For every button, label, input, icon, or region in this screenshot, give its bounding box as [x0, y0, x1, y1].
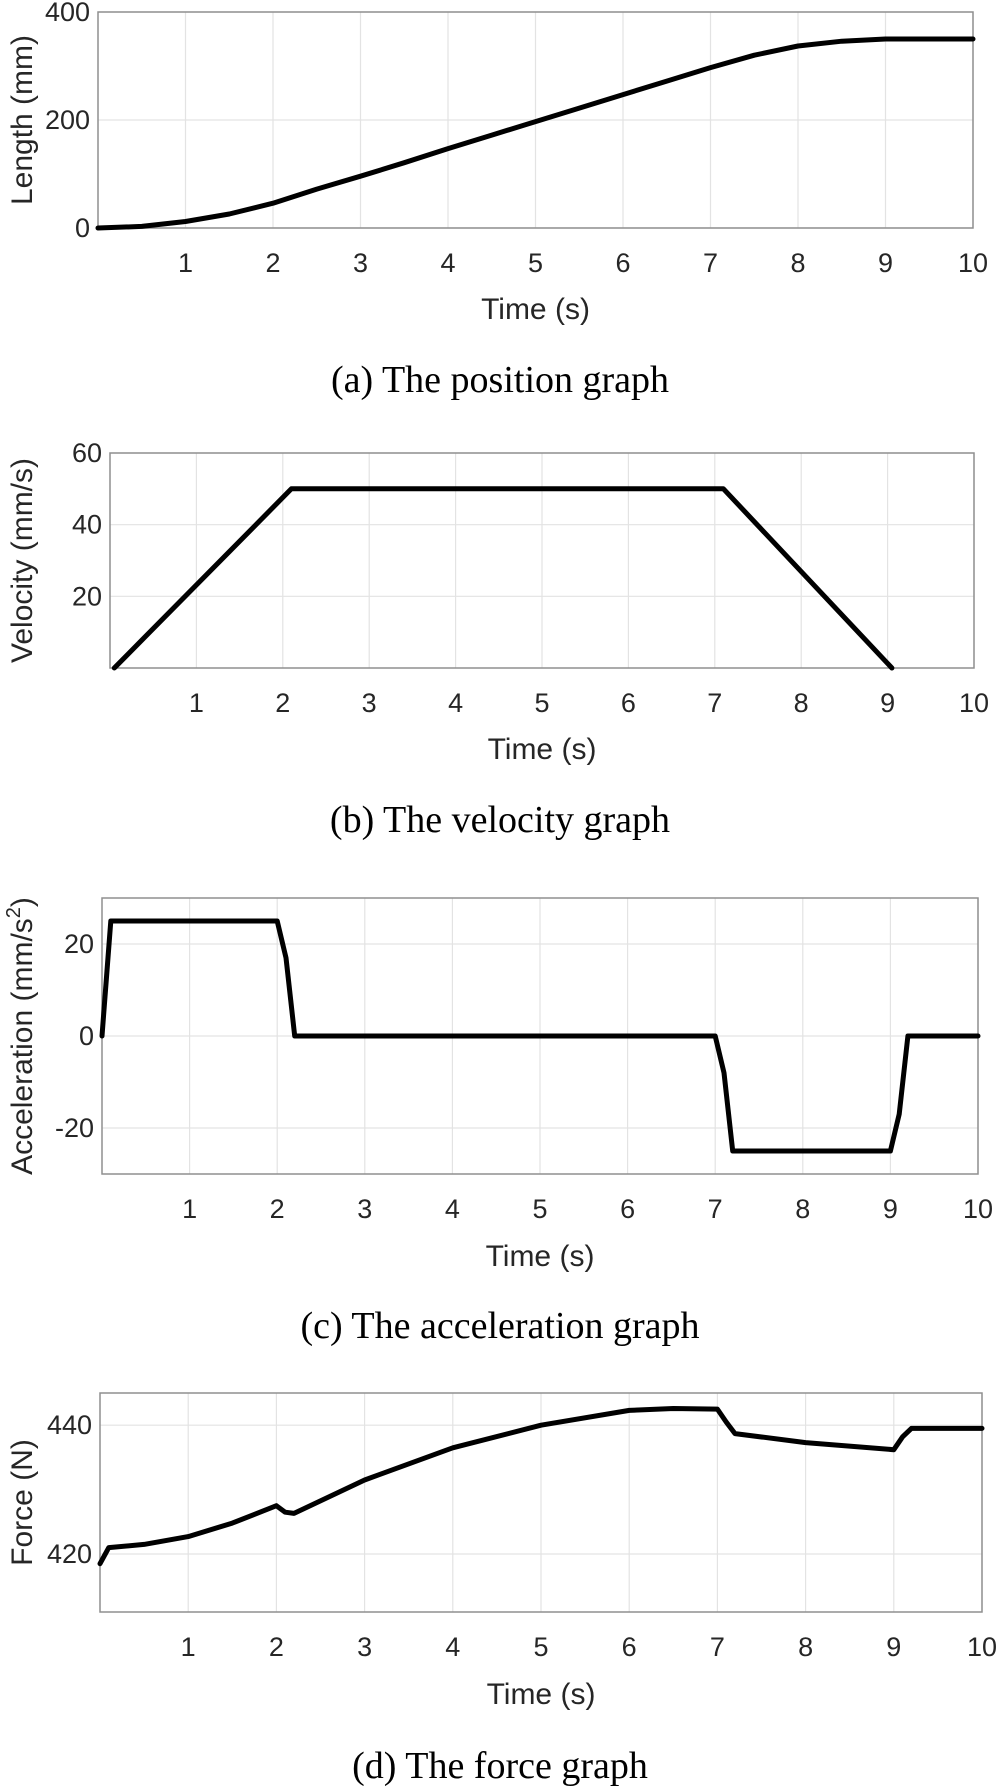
panel-0: 1 2 3 4 5 6 7 8 9 10 0 200 400 Time (s) Length (mm) (a)… — [6, 0, 988, 401]
x-tick-label: 3 — [353, 248, 368, 278]
panel-caption: (d) The force graph — [352, 1745, 648, 1787]
y-tick-label: 60 — [72, 438, 102, 468]
x-tick-label: 8 — [798, 1632, 813, 1662]
x-tick-label: 3 — [362, 688, 377, 718]
x-tick-label: 2 — [269, 1632, 284, 1662]
series-line — [97, 1406, 985, 1567]
plot-frame — [109, 452, 975, 669]
x-tick-label: 1 — [178, 248, 193, 278]
y-tick-label: 40 — [72, 510, 102, 540]
panel-2: 1 2 3 4 5 6 7 8 9 10 -20 0 20 Time (s) Acceleration (m… — [3, 897, 993, 1347]
x-tick-label: 5 — [528, 248, 543, 278]
panel-caption: (c) The acceleration graph — [300, 1305, 699, 1347]
x-tick-label: 5 — [534, 688, 549, 718]
x-tick-label: 5 — [532, 1194, 547, 1224]
x-tick-label: 4 — [445, 1632, 460, 1662]
x-tick-label: 6 — [615, 248, 630, 278]
x-tick-label: 7 — [707, 688, 722, 718]
y-tick-label: 400 — [45, 0, 90, 27]
x-tick-label: 1 — [189, 688, 204, 718]
x-tick-label: 4 — [448, 688, 463, 718]
panel-3: 1 2 3 4 5 6 7 8 9 10 420 440 Time (s) Force (N) (d) Th… — [6, 1392, 997, 1787]
y-tick-label: -20 — [55, 1113, 94, 1143]
x-tick-label: 9 — [886, 1632, 901, 1662]
x-tick-label: 9 — [880, 688, 895, 718]
x-tick-label: 8 — [795, 1194, 810, 1224]
y-tick-label: 0 — [79, 1021, 94, 1051]
x-axis-title: Time (s) — [486, 1240, 595, 1273]
x-tick-label: 4 — [445, 1194, 460, 1224]
y-tick-label: 20 — [64, 929, 94, 959]
y-axis-title-end: ) — [6, 897, 39, 907]
x-axis-title: Time (s) — [488, 733, 597, 766]
x-axis-title: Time (s) — [487, 1678, 596, 1711]
y-tick-label: 200 — [45, 105, 90, 135]
series-line — [95, 36, 976, 231]
x-tick-label: 9 — [878, 248, 893, 278]
x-tick-label: 10 — [963, 1194, 993, 1224]
y-tick-label: 20 — [72, 581, 102, 611]
x-tick-label: 8 — [794, 688, 809, 718]
panel-1: 1 2 3 4 5 6 7 8 9 10 20 40 60 Time (s) Velocity (mm/s)… — [6, 438, 989, 841]
plot-frame — [97, 11, 974, 229]
x-tick-label: 4 — [440, 248, 455, 278]
x-tick-label: 6 — [620, 1194, 635, 1224]
x-tick-label: 8 — [790, 248, 805, 278]
y-axis-title: Acceleration (mm/s2) — [3, 897, 39, 1175]
series-line — [111, 486, 895, 671]
y-axis-title: Length (mm) — [6, 35, 39, 205]
panel-caption: (a) The position graph — [331, 359, 669, 401]
y-tick-label: 0 — [75, 213, 90, 243]
x-tick-label: 5 — [533, 1632, 548, 1662]
plot-frame — [99, 1392, 983, 1613]
series-line — [99, 918, 981, 1154]
x-tick-label: 7 — [708, 1194, 723, 1224]
y-axis-title-main: Acceleration (mm/s — [6, 918, 39, 1175]
y-axis-title-superscript: 2 — [3, 907, 25, 918]
y-tick-label: 420 — [47, 1539, 92, 1569]
x-tick-label: 9 — [883, 1194, 898, 1224]
x-tick-label: 10 — [958, 248, 988, 278]
x-tick-label: 6 — [621, 688, 636, 718]
x-tick-label: 7 — [710, 1632, 725, 1662]
x-axis-title: Time (s) — [481, 293, 590, 326]
x-tick-label: 3 — [357, 1632, 372, 1662]
panel-caption: (b) The velocity graph — [330, 799, 670, 841]
x-tick-label: 7 — [703, 248, 718, 278]
x-tick-label: 10 — [967, 1632, 997, 1662]
x-tick-label: 1 — [181, 1632, 196, 1662]
y-axis-title: Velocity (mm/s) — [6, 458, 39, 663]
x-tick-label: 1 — [182, 1194, 197, 1224]
x-tick-label: 10 — [959, 688, 989, 718]
x-tick-label: 2 — [270, 1194, 285, 1224]
x-tick-label: 3 — [357, 1194, 372, 1224]
x-tick-label: 2 — [275, 688, 290, 718]
x-tick-label: 2 — [265, 248, 280, 278]
y-axis-title: Force (N) — [6, 1439, 39, 1566]
x-tick-label: 6 — [622, 1632, 637, 1662]
y-tick-label: 440 — [47, 1410, 92, 1440]
